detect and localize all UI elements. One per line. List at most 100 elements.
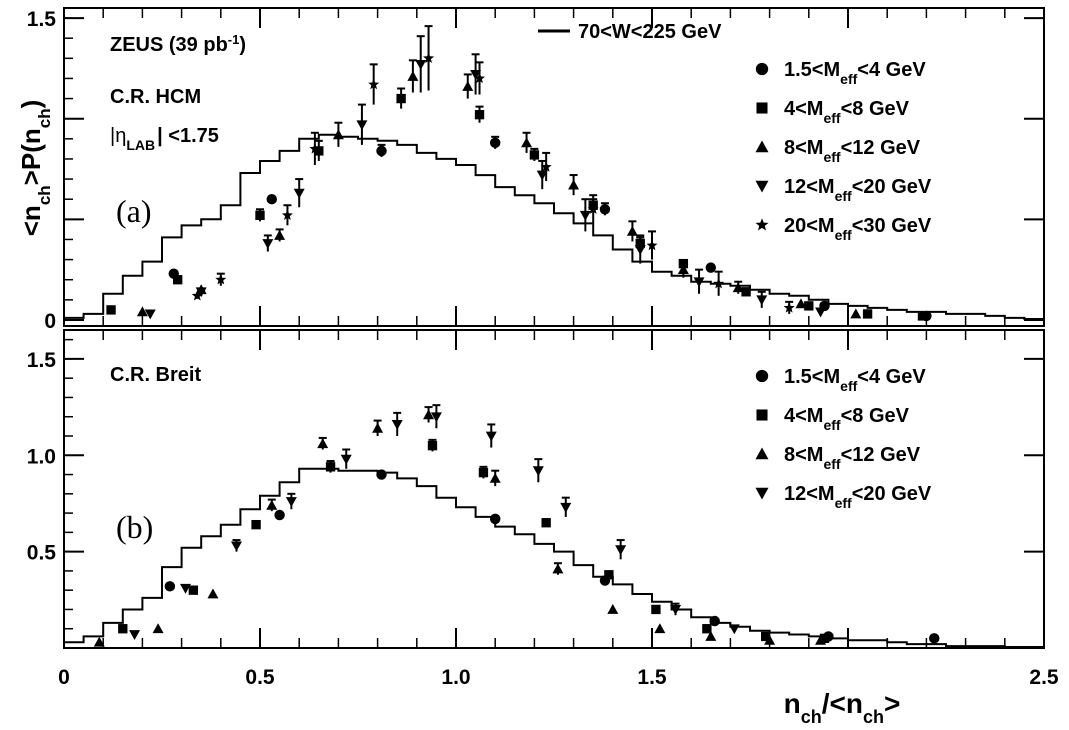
data-point bbox=[651, 604, 661, 615]
data-point bbox=[281, 209, 293, 220]
legend-label: 1.5<Meff<4 GeV bbox=[784, 366, 926, 394]
data-point bbox=[489, 137, 501, 149]
data-point bbox=[489, 472, 501, 483]
panel-a-reference-legend-entry: 70<W<225 GeV bbox=[538, 21, 722, 43]
panel-a-reference-histogram bbox=[63, 133, 1044, 320]
data-point bbox=[317, 438, 329, 449]
panel-a-data-points bbox=[106, 25, 932, 322]
data-point bbox=[462, 80, 474, 91]
data-point bbox=[654, 623, 666, 634]
data-point bbox=[579, 210, 591, 221]
data-point bbox=[368, 78, 380, 90]
data-point bbox=[702, 624, 712, 634]
data-point bbox=[396, 93, 406, 104]
data-point bbox=[188, 585, 199, 595]
data-point bbox=[251, 519, 261, 530]
data-point bbox=[215, 273, 227, 285]
panel-b-legend: 1.5<Meff<4 GeV 4<Meff<8 GeV 8<Meff<12 GeV 1… bbox=[755, 366, 932, 511]
legend-label: 20<Meff<30 GeV bbox=[784, 215, 932, 243]
data-point bbox=[560, 502, 572, 513]
legend-entry-triangle-down: 12<Meff<20 GeV bbox=[755, 176, 932, 204]
data-point bbox=[705, 262, 717, 273]
panel-b-label: (b) bbox=[116, 509, 153, 545]
data-point bbox=[376, 145, 387, 157]
series-star bbox=[191, 25, 795, 314]
legend-label: 8<Meff<12 GeV bbox=[784, 444, 921, 472]
legend-marker bbox=[755, 62, 769, 76]
legend-marker bbox=[755, 180, 769, 193]
panel-a-eta-cut-label: |ηLAB | <1.75 bbox=[110, 125, 219, 153]
panel-a: 01.5 (a) ZEUS (39 pb-1) C.R. HCM |ηLAB | … bbox=[16, 7, 1045, 333]
data-point bbox=[728, 624, 740, 635]
legend-marker bbox=[755, 369, 769, 383]
x-tick-label: 1.5 bbox=[637, 666, 667, 689]
panel-a-legend: 1.5<Meff<4 GeV 4<Meff<8 GeV 8<Meff<12 GeV 1… bbox=[755, 59, 932, 243]
data-point bbox=[815, 307, 827, 318]
legend-label: 4<Meff<8 GeV bbox=[784, 98, 910, 126]
data-point bbox=[604, 570, 614, 580]
data-point bbox=[470, 70, 482, 80]
data-point bbox=[929, 633, 940, 644]
legend-label: 12<Meff<20 GeV bbox=[784, 176, 932, 204]
data-point bbox=[274, 509, 285, 521]
y-tick-label: 0 bbox=[44, 310, 56, 333]
data-point bbox=[266, 499, 278, 510]
panel-b-y-ticks: 0.5 1.0 1.5 bbox=[27, 338, 1044, 649]
legend-entry-square: 4<Meff<8 GeV bbox=[756, 405, 910, 433]
panel-a-frame-label: C.R. HCM bbox=[110, 86, 201, 108]
x-tick-label: 0.5 bbox=[245, 666, 275, 689]
series-triangle-down bbox=[129, 404, 740, 641]
data-point bbox=[309, 143, 321, 154]
data-point bbox=[136, 306, 148, 317]
legend-label: 12<Meff<20 GeV bbox=[784, 483, 932, 511]
legend-label: 1.5<Meff<4 GeV bbox=[784, 59, 926, 87]
data-point bbox=[423, 409, 435, 420]
data-point bbox=[670, 605, 682, 615]
data-point bbox=[129, 630, 141, 641]
data-point bbox=[615, 545, 627, 556]
data-point bbox=[795, 298, 807, 309]
data-point bbox=[705, 630, 717, 641]
data-point bbox=[646, 239, 658, 251]
data-point bbox=[540, 161, 552, 172]
panel-b: 0.5 1.0 1.5 0 0.5 1.0 1.5 2.5 (b) C.R. Breit 1… bbox=[27, 329, 1059, 727]
data-point bbox=[325, 462, 336, 472]
series-triangle-up bbox=[136, 59, 862, 319]
data-point bbox=[164, 581, 176, 592]
panel-b-frame-label: C.R. Breit bbox=[110, 364, 201, 386]
data-point bbox=[106, 305, 116, 315]
data-point bbox=[709, 615, 720, 627]
series-square bbox=[118, 438, 830, 644]
legend-entry-triangle-up: 8<Meff<12 GeV bbox=[755, 444, 921, 472]
data-point bbox=[536, 170, 548, 181]
data-point bbox=[180, 583, 192, 594]
data-point bbox=[415, 59, 427, 70]
reference-step-line bbox=[63, 133, 1044, 320]
data-point bbox=[607, 603, 619, 614]
legend-entry-circle: 1.5<Meff<4 GeV bbox=[755, 366, 926, 394]
panel-b-reference-histogram bbox=[63, 467, 1044, 648]
data-point bbox=[266, 193, 277, 205]
data-point bbox=[599, 204, 611, 215]
y-axis-label: <nch>P(nch) bbox=[16, 100, 54, 237]
data-point bbox=[819, 633, 830, 644]
y-tick-label: 1.5 bbox=[27, 8, 57, 31]
data-point bbox=[173, 275, 183, 285]
data-point bbox=[626, 225, 638, 236]
data-point bbox=[255, 210, 265, 220]
x-tick-label: 2.5 bbox=[1029, 666, 1059, 689]
series-triangle-up bbox=[93, 406, 827, 647]
data-point bbox=[274, 229, 286, 240]
data-point bbox=[862, 309, 873, 319]
data-point bbox=[340, 454, 352, 465]
data-point bbox=[478, 467, 489, 478]
data-point bbox=[521, 137, 533, 148]
data-point bbox=[529, 150, 540, 160]
series-triangle-down bbox=[144, 35, 827, 320]
data-point bbox=[356, 120, 368, 131]
legend-entry-triangle-up: 8<Meff<12 GeV bbox=[755, 137, 921, 165]
data-point bbox=[285, 497, 297, 508]
y-tick-label: 1.0 bbox=[27, 445, 56, 468]
data-point bbox=[587, 203, 599, 214]
data-point bbox=[541, 518, 551, 528]
